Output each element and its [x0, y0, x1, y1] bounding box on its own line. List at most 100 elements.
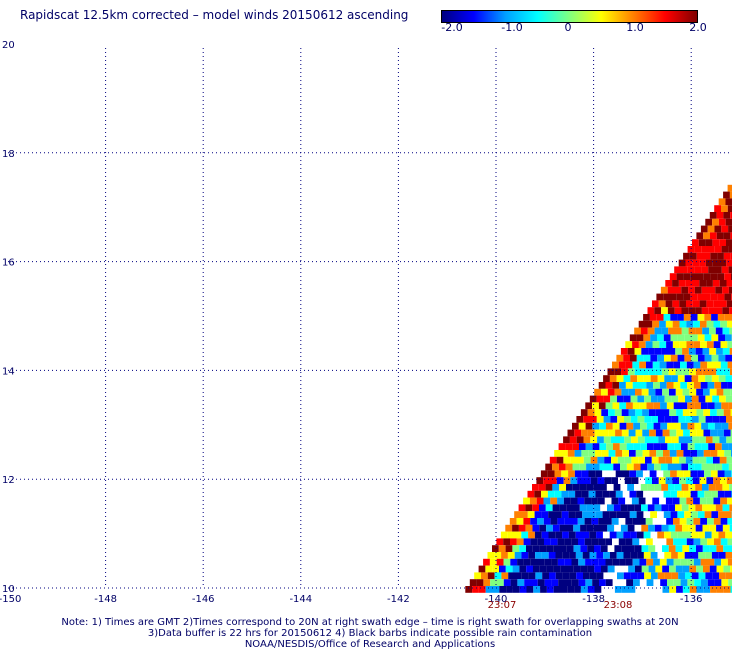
swath-cell [485, 565, 493, 573]
swath-cell [691, 395, 699, 403]
swath-cell [503, 579, 511, 586]
swath-cell [707, 518, 714, 525]
swath-cell [727, 538, 732, 546]
swath-cell [685, 280, 693, 287]
swath-cell [720, 497, 728, 505]
swath-cell [653, 443, 661, 450]
swath-cell [657, 531, 665, 539]
swath-cell [725, 198, 732, 206]
swath-cell [667, 463, 675, 471]
swath-cell [561, 511, 569, 518]
swath-cell [617, 456, 625, 464]
swath-cell [625, 361, 633, 369]
swath-cell [706, 300, 714, 308]
swath-cell [672, 477, 680, 484]
swath-cell [672, 341, 680, 348]
latitude-tick-label: 12 [2, 475, 15, 486]
swath-cell [699, 497, 707, 505]
swath-cell [605, 402, 613, 410]
swath-cell [642, 429, 650, 437]
swath-cell [645, 320, 653, 328]
wind-difference-map: -150 -148 -146 -144 -142 -140 -138 -136 10 12 14 16… [0, 40, 732, 605]
swath-cell [637, 395, 645, 403]
swath-cell [626, 402, 633, 410]
swath-cell [695, 484, 702, 491]
swath-cell [664, 375, 672, 382]
swath-cell [725, 572, 732, 580]
swath-cell [576, 436, 584, 444]
swath-cell [717, 273, 725, 280]
swath-cell [703, 565, 710, 573]
swath-cell [709, 212, 717, 219]
swath-cell [678, 416, 686, 423]
swath-cell [650, 552, 658, 559]
swath-cell [725, 511, 732, 518]
swath-cell [625, 558, 633, 566]
swath-cell [497, 579, 504, 586]
swath-cell [532, 484, 539, 491]
swath-cell [596, 395, 604, 403]
swath-cell [693, 341, 701, 348]
swath-cell [668, 368, 676, 376]
swath-cell [668, 524, 676, 532]
swath-cell [537, 579, 545, 586]
swath-cell [708, 443, 715, 450]
swath-cell [710, 293, 718, 301]
swath-cell [594, 409, 602, 416]
swath-cell [710, 470, 718, 478]
swath-cell [664, 552, 672, 559]
swath-cell [662, 586, 670, 593]
swath-cell [715, 463, 723, 471]
swath-cell [683, 273, 691, 280]
swath-cell [524, 579, 531, 586]
swath-cell [606, 443, 613, 450]
swath-cell [690, 314, 698, 321]
swath-cell [579, 463, 587, 471]
swath-cell [516, 518, 524, 525]
swath-cell [530, 518, 537, 525]
swath-cell [614, 545, 622, 552]
swath-cell [703, 252, 711, 260]
swath-cell [574, 450, 582, 457]
swath-cell [686, 538, 694, 546]
swath-cell [575, 531, 583, 539]
swath-cell [544, 538, 551, 546]
swath-cell [492, 545, 499, 552]
swath-cell [594, 388, 601, 396]
swath-cell [661, 504, 669, 512]
swath-cell [690, 490, 698, 498]
swath-cell [587, 409, 595, 416]
swath-cell [605, 538, 612, 546]
swath-cell [728, 246, 732, 253]
swath-cell [487, 552, 495, 559]
swath-cell [724, 450, 731, 457]
swath-cell [577, 518, 585, 525]
swath-cell [523, 518, 531, 525]
swath-cell [677, 511, 685, 518]
swath-cell [529, 497, 537, 505]
swath-cell [710, 252, 718, 260]
swath-cell [540, 586, 547, 593]
swath-cell [557, 538, 565, 546]
swath-cell [654, 327, 662, 335]
swath-cell [659, 558, 667, 566]
swath-cell [721, 225, 729, 233]
swath-cell [708, 484, 716, 491]
swath-cell [689, 409, 697, 416]
swath-cell [709, 524, 717, 532]
swath-cell [612, 422, 620, 430]
swath-cell [723, 252, 731, 260]
swath-cell [661, 368, 669, 376]
swath-cell [623, 375, 631, 382]
swath-cell [550, 477, 557, 484]
swath-cell [536, 497, 544, 505]
swath-cell [478, 586, 486, 593]
swath-cell [465, 586, 473, 593]
swath-cell [577, 477, 584, 484]
swath-cell [644, 395, 651, 403]
swath-cell [675, 368, 683, 376]
swath-cell [693, 558, 701, 566]
swath-cell [670, 511, 678, 518]
swath-cell [688, 286, 695, 294]
swath-cell [703, 273, 711, 280]
